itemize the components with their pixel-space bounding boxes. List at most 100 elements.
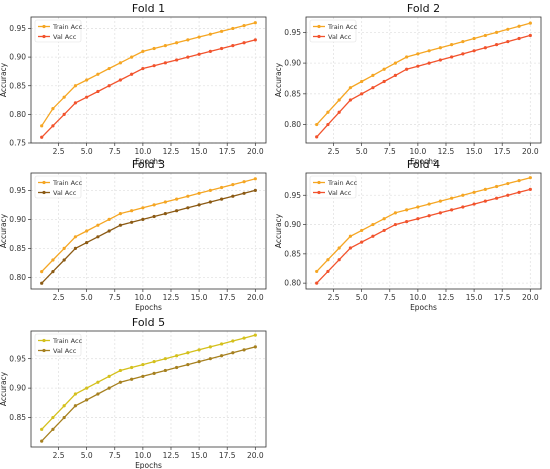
legend-swatch-marker: [42, 338, 46, 343]
data-point: [405, 67, 409, 71]
data-point: [416, 52, 420, 56]
x-tick-label: 5.0: [81, 451, 93, 460]
data-point: [472, 190, 476, 194]
y-tick-label: 0.90: [284, 220, 301, 229]
x-tick-label: 17.5: [219, 147, 236, 156]
legend-swatch-marker: [42, 348, 46, 353]
data-point: [348, 86, 353, 90]
data-point: [360, 79, 364, 84]
x-tick-label: 12.5: [438, 147, 455, 156]
data-point: [231, 44, 235, 48]
legend: Train Acc Val Acc: [34, 19, 83, 43]
x-tick-label: 7.5: [109, 293, 121, 302]
data-point: [427, 214, 431, 218]
y-tick-label: 0.90: [9, 53, 26, 62]
legend: Train Acc Val Acc: [34, 175, 83, 199]
data-point: [141, 374, 145, 378]
y-tick-label: 0.95: [9, 24, 26, 33]
legend-label: Train Acc: [327, 23, 358, 31]
y-tick-label: 0.80: [284, 120, 301, 129]
data-point: [450, 208, 454, 212]
data-point: [315, 281, 319, 285]
data-point: [118, 368, 122, 373]
data-point: [152, 46, 156, 51]
data-point: [163, 200, 167, 204]
chart-panel-3: 2.5 5.0 7.5 10.0 12.5 15.0 17.5 20.0 0.80 0.85 0.9…: [0, 158, 267, 312]
data-point: [393, 222, 397, 227]
legend-swatch-marker: [42, 180, 46, 185]
data-point: [186, 194, 190, 198]
chart-panel-4: 2.5 5.0 7.5 10.0 12.5 15.0 17.5 20.0 0.80 0.85 0.9…: [274, 158, 542, 312]
data-point: [231, 26, 235, 31]
data-point: [231, 351, 235, 355]
data-point: [85, 229, 89, 233]
data-point: [517, 179, 521, 183]
x-tick-label: 2.5: [53, 147, 65, 156]
data-point: [242, 336, 246, 340]
data-point: [186, 206, 190, 210]
y-tick-label: 0.85: [284, 89, 301, 98]
data-point: [231, 183, 235, 187]
x-tick-label: 10.0: [135, 147, 152, 156]
x-tick-label: 20.0: [247, 147, 264, 156]
x-tick-label: 17.5: [219, 451, 236, 460]
legend-label: Train Acc: [327, 179, 358, 187]
data-point: [85, 95, 89, 99]
data-point: [242, 348, 246, 352]
data-point: [326, 269, 330, 274]
legend-swatch-marker: [42, 190, 46, 195]
series-line: [41, 334, 256, 430]
series-train-acc: [315, 176, 532, 274]
series-train-acc: [40, 177, 257, 274]
x-tick-label: 20.0: [247, 293, 264, 302]
data-point: [186, 351, 190, 355]
data-point: [152, 203, 156, 207]
data-point: [73, 246, 78, 250]
x-tick-label: 17.5: [219, 293, 236, 302]
data-point: [85, 386, 89, 390]
data-point: [360, 228, 364, 233]
data-point: [107, 84, 111, 88]
panel-title: Fold 5: [132, 316, 165, 329]
series-val-acc: [315, 33, 532, 139]
y-tick-label: 0.80: [284, 279, 301, 288]
chart-panel-5: 2.5 5.0 7.5 10.0 12.5 15.0 17.5 20.0 0.85 0.90 0.9…: [0, 316, 267, 469]
data-point: [315, 135, 319, 139]
legend: Train Acc Val Acc: [34, 333, 83, 357]
series-train-acc: [315, 21, 532, 127]
series-train-acc: [40, 21, 257, 128]
data-point: [96, 380, 100, 384]
plot-frame: [30, 172, 267, 290]
data-point: [96, 392, 100, 396]
series-val-acc: [315, 187, 532, 285]
data-point: [253, 333, 257, 337]
data-point: [73, 84, 78, 88]
data-point: [371, 234, 375, 238]
data-point: [163, 212, 167, 216]
x-tick-label: 7.5: [109, 451, 121, 460]
data-point: [506, 27, 510, 31]
data-point: [348, 246, 353, 250]
data-point: [506, 193, 510, 197]
y-tick-label: 0.95: [284, 28, 301, 37]
data-point: [461, 52, 465, 56]
plot-frame: [305, 16, 542, 144]
y-tick-label: 0.80: [9, 110, 26, 119]
data-point: [494, 43, 499, 47]
data-point: [175, 58, 179, 62]
data-point: [197, 191, 201, 195]
series-val-acc: [40, 38, 257, 139]
data-point: [51, 270, 55, 274]
legend-swatch-marker: [317, 180, 321, 185]
data-point: [197, 348, 201, 352]
data-point: [51, 258, 55, 262]
x-tick-label: 5.0: [356, 147, 368, 156]
data-point: [472, 202, 476, 206]
data-point: [51, 415, 55, 420]
x-tick-label: 10.0: [410, 147, 427, 156]
data-point: [461, 193, 465, 197]
y-tick-label: 0.75: [9, 139, 26, 148]
data-point: [118, 380, 122, 384]
series-line: [41, 39, 256, 138]
data-point: [208, 200, 212, 204]
